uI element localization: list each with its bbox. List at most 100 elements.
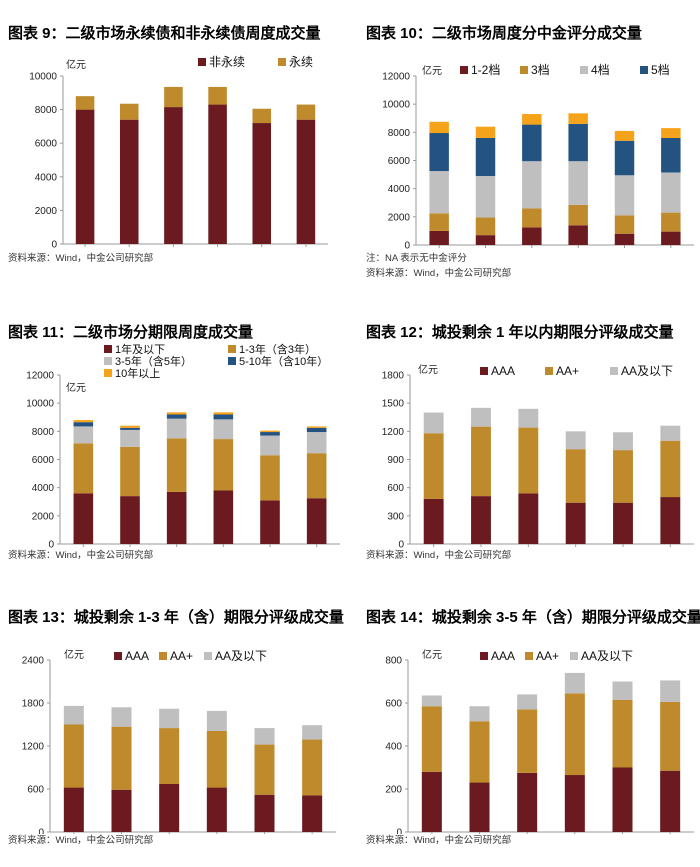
y-tick-label: 0 bbox=[398, 540, 404, 550]
bar-segment bbox=[565, 431, 586, 450]
bar-segment bbox=[475, 235, 496, 245]
y-tick-label: 600 bbox=[387, 483, 404, 494]
chart-svg: 0600120018002400亿元11-1111-1811-2512-0212… bbox=[22, 648, 336, 834]
legend-swatch bbox=[278, 58, 286, 66]
bar-segment bbox=[75, 109, 95, 244]
bar-segment bbox=[206, 710, 227, 731]
y-tick-label: 6000 bbox=[35, 139, 58, 150]
bar-segment bbox=[213, 439, 234, 491]
legend-swatch bbox=[104, 357, 112, 365]
bar-segment bbox=[471, 496, 491, 544]
y-tick-label: 300 bbox=[387, 511, 404, 522]
y-tick-label: 1200 bbox=[382, 427, 405, 438]
bar-segment bbox=[111, 726, 132, 790]
bar-segment bbox=[166, 418, 187, 439]
y-tick-label: 0 bbox=[48, 540, 54, 550]
y-tick-label: 1200 bbox=[22, 742, 45, 753]
bar-segment bbox=[660, 440, 681, 498]
bar-segment bbox=[522, 124, 542, 162]
bar-segment bbox=[612, 681, 633, 700]
bar-segment bbox=[213, 414, 234, 420]
y-tick-label: 400 bbox=[385, 742, 402, 753]
bar-segment bbox=[111, 789, 132, 832]
y-tick-label: 900 bbox=[387, 455, 404, 466]
bar-segment bbox=[660, 770, 681, 832]
y-tick-label: 8000 bbox=[35, 105, 58, 116]
bar-segment bbox=[612, 767, 633, 832]
y-tick-label: 0 bbox=[404, 241, 410, 251]
y-tick-label: 10000 bbox=[26, 399, 54, 410]
bar-segment bbox=[517, 709, 538, 773]
bar-segment bbox=[661, 231, 681, 245]
legend-swatch bbox=[610, 367, 618, 375]
bar-segment bbox=[614, 140, 635, 176]
bar-segment bbox=[164, 86, 183, 108]
bar-segment bbox=[120, 429, 140, 447]
legend-swatch bbox=[525, 652, 533, 660]
legend-label: 10年以上 bbox=[115, 366, 160, 380]
bar-segment bbox=[421, 706, 442, 772]
legend-swatch bbox=[545, 367, 553, 375]
bar-segment bbox=[423, 498, 444, 544]
bar-segment bbox=[252, 123, 272, 244]
chart-panel-10: 图表 10：二级市场周度分中金评分成交量 0 2000 4000 6000 8000 10… bbox=[366, 22, 700, 280]
y-axis-unit: 亿元 bbox=[64, 648, 84, 661]
y-tick-label: 200 bbox=[385, 785, 402, 796]
legend-label: AAA bbox=[125, 649, 149, 663]
bar-segment bbox=[119, 119, 139, 244]
legend-swatch bbox=[159, 652, 167, 660]
y-tick-label: 6000 bbox=[32, 455, 55, 466]
source-note: 资料来源：Wind，中金公司研究部 bbox=[8, 253, 154, 264]
legend-label: AA及以下 bbox=[621, 364, 673, 378]
y-tick-label: 12000 bbox=[26, 371, 54, 382]
bar-segment bbox=[254, 744, 275, 795]
chart-svg: 0300600900120015001800亿元11-1111-1811-251… bbox=[382, 363, 694, 550]
bar-segment bbox=[612, 699, 633, 768]
bar-segment bbox=[564, 775, 585, 832]
y-tick-label: 800 bbox=[385, 656, 402, 667]
bar-segment bbox=[206, 787, 227, 832]
bar-segment bbox=[614, 130, 635, 141]
bar-segment bbox=[260, 435, 280, 456]
y-tick-label: 2000 bbox=[388, 212, 411, 223]
bar-segment bbox=[475, 126, 496, 138]
bar-segment bbox=[469, 782, 490, 832]
y-tick-label: 4000 bbox=[32, 483, 55, 494]
bar-segment bbox=[475, 137, 496, 176]
y-tick-label: 10000 bbox=[29, 72, 57, 83]
bar-segment bbox=[613, 432, 633, 451]
bar-segment bbox=[306, 498, 327, 544]
legend-swatch bbox=[520, 66, 528, 74]
y-tick-label: 600 bbox=[385, 699, 402, 710]
legend-label: 非永续 bbox=[209, 55, 245, 69]
bar-segment bbox=[254, 728, 275, 745]
bar-segment bbox=[120, 496, 140, 544]
bar-segment bbox=[208, 86, 227, 105]
bar-segment bbox=[518, 427, 539, 494]
bar-segment bbox=[421, 771, 442, 832]
legend-label: 4档 bbox=[591, 63, 610, 77]
legend-swatch bbox=[580, 66, 588, 74]
source-note: 资料来源：Wind，中金公司研究部 bbox=[366, 268, 512, 279]
y-tick-label: 0 bbox=[51, 240, 57, 251]
bar-segment bbox=[522, 208, 542, 228]
y-tick-label: 10000 bbox=[382, 100, 410, 111]
bar-segment bbox=[296, 104, 316, 120]
bar-segment bbox=[423, 412, 444, 434]
bar-segment bbox=[423, 433, 444, 499]
bar-segment bbox=[660, 680, 681, 702]
legend-swatch bbox=[114, 652, 122, 660]
bar-segment bbox=[166, 412, 187, 415]
bar-segment bbox=[660, 701, 681, 771]
y-axis-unit: 亿元 bbox=[418, 363, 438, 376]
bar-segment bbox=[661, 137, 681, 173]
bar-segment bbox=[73, 420, 94, 423]
legend-swatch bbox=[198, 58, 206, 66]
y-tick-label: 2000 bbox=[35, 206, 58, 217]
legend-swatch bbox=[480, 652, 488, 660]
chart-svg: 020004000600080001000012000亿元11-1111-181… bbox=[382, 63, 694, 251]
bar-segment bbox=[260, 430, 280, 433]
bar-segment bbox=[159, 708, 180, 729]
bar-segment bbox=[63, 787, 84, 832]
bar-segment bbox=[120, 427, 140, 430]
